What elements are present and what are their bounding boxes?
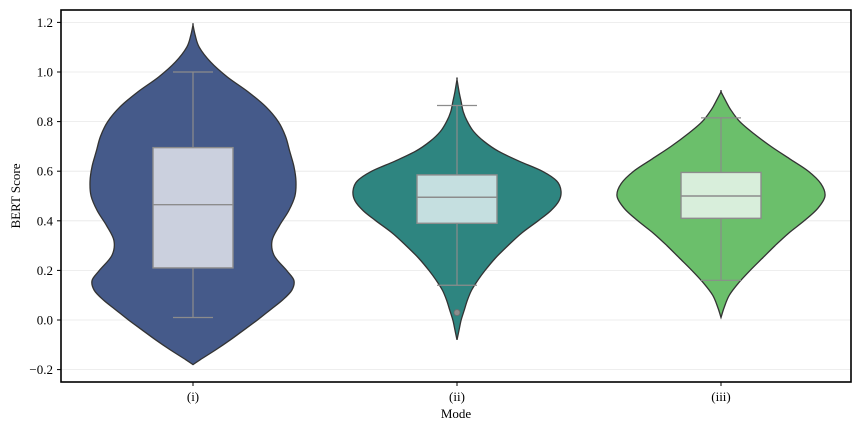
x-tick-label: (i) [187, 389, 199, 404]
y-tick-label: 0.4 [37, 213, 54, 228]
y-tick-label: 0.2 [37, 263, 53, 278]
boxplots [152, 71, 762, 319]
x-axis-ticks: (i) (ii) (iii) [187, 382, 731, 404]
x-tick-label: (iii) [711, 389, 731, 404]
x-tick-label: (ii) [449, 389, 465, 404]
y-tick-label: −0.2 [29, 362, 53, 377]
iqr-box [152, 146, 234, 269]
y-tick-label: 1.2 [37, 15, 53, 30]
iqr-box [416, 174, 498, 224]
y-tick-label: 0.0 [37, 313, 53, 328]
outlier-point [453, 309, 461, 316]
y-tick-label: 1.0 [37, 65, 53, 80]
y-axis-ticks: −0.2 0.0 0.2 0.4 0.6 0.8 1.0 1.2 [29, 15, 61, 377]
x-axis-label: Mode [441, 406, 472, 421]
y-tick-label: 0.8 [37, 114, 53, 129]
plot-frame [60, 9, 852, 383]
y-tick-label: 0.6 [37, 164, 54, 179]
y-axis-label: BERT Score [8, 163, 23, 228]
